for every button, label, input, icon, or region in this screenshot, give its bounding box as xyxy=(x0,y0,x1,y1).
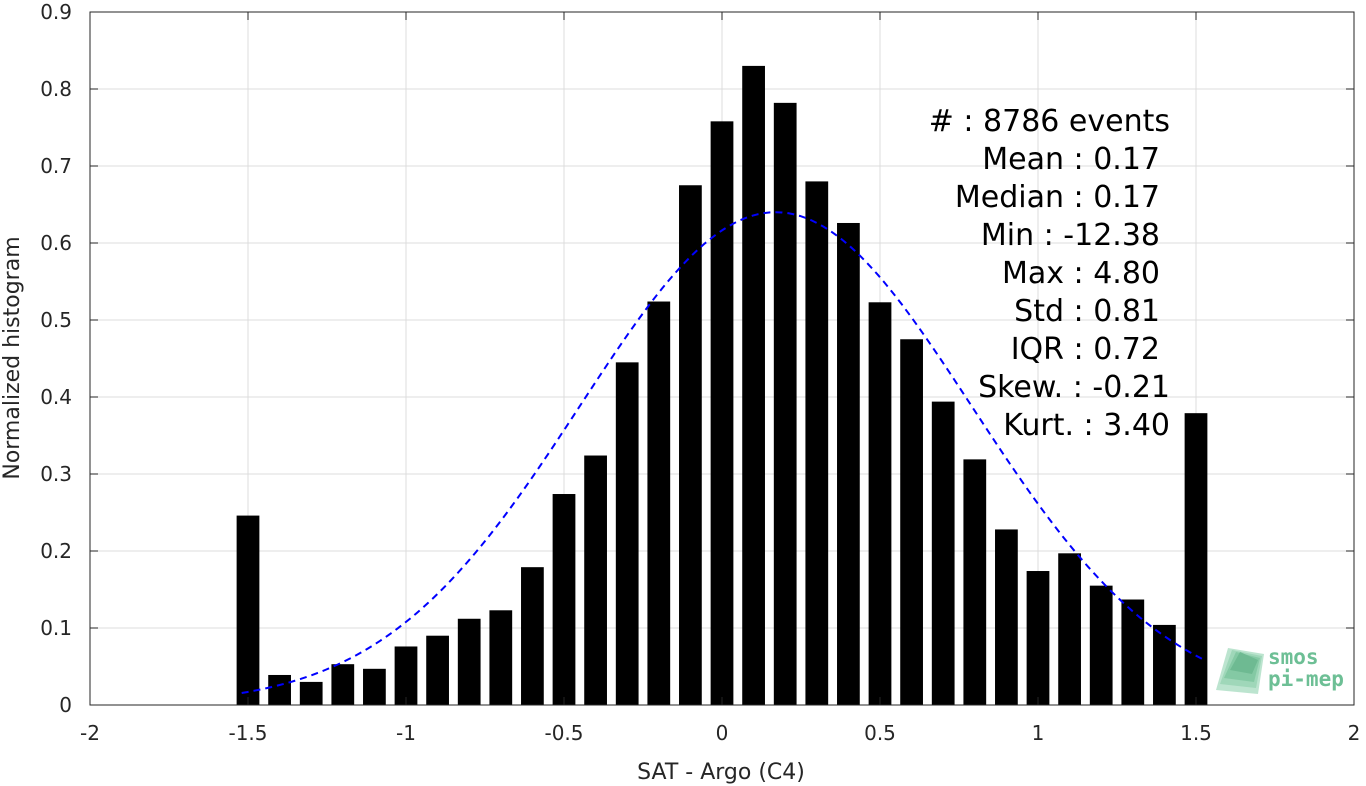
stat-min: Min : -12.38 xyxy=(981,218,1160,253)
stat-std: Std : 0.81 xyxy=(1014,294,1160,329)
x-tick-label: -2 xyxy=(80,721,100,745)
histogram-bar xyxy=(647,301,671,705)
histogram-bar xyxy=(489,610,513,705)
x-tick-label: -1 xyxy=(396,721,416,745)
stat-median: Median : 0.17 xyxy=(955,180,1160,215)
y-tick-label: 0.8 xyxy=(40,77,72,101)
y-tick-label: 0.5 xyxy=(40,308,72,332)
smos-pimep-logo: smos pi-mep xyxy=(1216,645,1344,694)
histogram-bars xyxy=(236,65,1208,706)
histogram-bar xyxy=(1121,599,1145,705)
histogram-bar xyxy=(521,567,544,705)
y-tick-label: 0.9 xyxy=(40,0,72,24)
y-tick-label: 0.6 xyxy=(40,231,72,255)
histogram-bar xyxy=(331,664,355,705)
gaussian-fit-curve xyxy=(241,211,1203,694)
stat-iqr: IQR : 0.72 xyxy=(1011,332,1160,367)
histogram-bar xyxy=(268,674,291,705)
stat-mean: Mean : 0.17 xyxy=(982,142,1160,177)
y-tick-label: 0.1 xyxy=(40,616,72,640)
histogram-bar xyxy=(710,121,734,706)
histogram-bar xyxy=(773,102,797,706)
y-axis-tick-labels: 0 0.1 0.2 0.3 0.4 0.5 0.6 0.7 0.8 0.9 xyxy=(40,0,72,717)
y-tick-label: 0.3 xyxy=(40,462,72,486)
histogram-bar xyxy=(868,302,892,705)
histogram-bar xyxy=(963,459,987,705)
histogram-bar xyxy=(1153,624,1176,705)
histogram-bar xyxy=(900,339,923,705)
histogram-bar xyxy=(426,635,449,705)
x-tick-label: 1 xyxy=(1032,721,1045,745)
y-axis-label: Normalized histogram xyxy=(0,236,25,479)
histogram-bar xyxy=(995,529,1018,705)
x-tick-label: 1.5 xyxy=(1180,721,1212,745)
logo-text-pimep: pi-mep xyxy=(1268,667,1344,691)
y-tick-label: 0.4 xyxy=(40,385,72,409)
histogram-bar xyxy=(1184,413,1208,705)
stat-skewness: Skew. : -0.21 xyxy=(978,370,1170,405)
histogram-bar xyxy=(236,515,260,705)
histogram-bar xyxy=(742,65,765,705)
y-tick-label: 0.2 xyxy=(40,539,72,563)
histogram-bar xyxy=(615,362,639,705)
x-tick-label: -1.5 xyxy=(228,721,267,745)
stat-max: Max : 4.80 xyxy=(1002,256,1160,291)
x-tick-label: 2 xyxy=(1348,721,1361,745)
x-axis-tick-labels: -2 -1.5 -1 -0.5 0 0.5 1 1.5 2 xyxy=(80,721,1360,745)
histogram-bar xyxy=(394,646,418,705)
x-tick-label: 0.5 xyxy=(864,721,896,745)
histogram-bar xyxy=(931,401,955,705)
x-tick-label: 0 xyxy=(716,721,729,745)
histogram-bar xyxy=(805,181,829,705)
y-tick-label: 0 xyxy=(59,693,72,717)
y-tick-label: 0.7 xyxy=(40,154,72,178)
logo-text-smos: smos xyxy=(1268,645,1319,669)
axis-ticks xyxy=(89,11,1355,706)
stat-kurtosis: Kurt. : 3.40 xyxy=(1003,408,1170,443)
statistics-box: # : 8786 events Mean : 0.17 Median : 0.1… xyxy=(929,104,1170,443)
x-axis-label: SAT - Argo (C4) xyxy=(637,760,805,785)
histogram-bar xyxy=(363,668,386,705)
histogram-bar xyxy=(552,494,576,705)
logo-wave-icon xyxy=(1216,648,1264,694)
histogram-bar xyxy=(1026,571,1050,705)
stat-events: # : 8786 events xyxy=(929,104,1170,139)
histogram-bar xyxy=(1058,553,1081,705)
histogram-bar xyxy=(679,185,702,705)
histogram-bar xyxy=(457,618,481,705)
histogram-bar xyxy=(1089,585,1113,705)
x-tick-label: -0.5 xyxy=(544,721,583,745)
histogram-bar xyxy=(584,455,607,705)
histogram-bar xyxy=(299,681,323,705)
histogram-bar xyxy=(837,222,860,706)
